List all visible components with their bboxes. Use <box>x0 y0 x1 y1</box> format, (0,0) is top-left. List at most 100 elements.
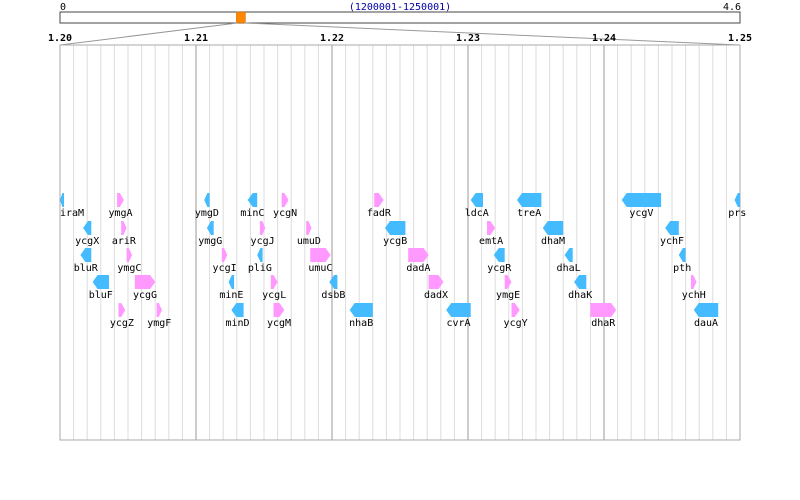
gene-ycgI[interactable]: ycgI <box>213 248 237 274</box>
gene-ycgB[interactable]: ycgB <box>383 221 407 247</box>
gene-arrow[interactable] <box>487 221 496 235</box>
gene-arrow[interactable] <box>493 248 505 262</box>
gene-label[interactable]: ycgM <box>267 318 291 329</box>
gene-arrow[interactable] <box>511 303 520 317</box>
gene-label[interactable]: ldcA <box>465 208 489 219</box>
gene-label[interactable]: dauA <box>694 318 718 329</box>
gene-label[interactable]: ycgB <box>383 236 407 247</box>
gene-arrow[interactable] <box>590 303 617 317</box>
gene-emtA[interactable]: emtA <box>479 221 503 247</box>
gene-dhaK[interactable]: dhaK <box>568 275 592 301</box>
overview-bar[interactable] <box>59 11 741 24</box>
gene-arrow[interactable] <box>92 275 109 289</box>
gene-minC[interactable]: minC <box>240 193 264 219</box>
gene-ycgR[interactable]: ycgR <box>487 248 512 274</box>
gene-arrow[interactable] <box>270 275 278 289</box>
gene-label[interactable]: ymgE <box>496 290 520 301</box>
gene-pth[interactable]: pth <box>673 248 691 274</box>
gene-label[interactable]: minC <box>240 208 264 219</box>
gene-bluF[interactable]: bluF <box>89 275 113 301</box>
gene-dhaR[interactable]: dhaR <box>590 303 616 329</box>
gene-label[interactable]: minE <box>219 290 243 301</box>
gene-label[interactable]: prs <box>728 208 746 219</box>
gene-arrow[interactable] <box>349 303 373 317</box>
gene-label[interactable]: dsbB <box>321 290 345 301</box>
gene-arrow[interactable] <box>470 193 483 207</box>
gene-label[interactable]: ycgG <box>133 290 157 301</box>
gene-iraM[interactable]: iraM <box>60 193 84 219</box>
gene-label[interactable]: ariR <box>112 236 137 247</box>
gene-ychF[interactable]: ychF <box>660 221 684 247</box>
gene-ycgM[interactable]: ycgM <box>267 303 291 329</box>
gene-arrow[interactable] <box>204 193 210 207</box>
gene-ycgZ[interactable]: ycgZ <box>110 303 134 329</box>
gene-arrow[interactable] <box>117 193 124 207</box>
gene-arrow[interactable] <box>408 248 429 262</box>
gene-arrow[interactable] <box>691 275 697 289</box>
gene-fadR[interactable]: fadR <box>367 193 392 219</box>
gene-label[interactable]: ymgF <box>147 318 171 329</box>
gene-label[interactable]: ymgD <box>195 208 219 219</box>
gene-label[interactable]: dhaL <box>557 263 581 274</box>
gene-label[interactable]: ycgV <box>629 208 653 219</box>
gene-dauA[interactable]: dauA <box>693 303 719 329</box>
gene-label[interactable]: umuC <box>308 263 332 274</box>
gene-label[interactable]: ycgR <box>487 263 512 274</box>
gene-label[interactable]: bluR <box>74 263 99 274</box>
gene-arrow[interactable] <box>734 193 740 207</box>
gene-label[interactable]: ycgN <box>273 208 297 219</box>
gene-bluR[interactable]: bluR <box>74 248 99 274</box>
gene-arrow[interactable] <box>665 221 679 235</box>
gene-treA[interactable]: treA <box>517 193 542 219</box>
gene-label[interactable]: ycgJ <box>251 236 275 247</box>
gene-label[interactable]: nhaB <box>349 318 373 329</box>
gene-label[interactable]: dhaM <box>541 236 565 247</box>
gene-arrow[interactable] <box>385 221 406 235</box>
gene-minD[interactable]: minD <box>225 303 250 329</box>
gene-cvrA[interactable]: cvrA <box>446 303 471 329</box>
gene-arrow[interactable] <box>273 303 285 317</box>
gene-arrow[interactable] <box>306 221 312 235</box>
gene-ymgD[interactable]: ymgD <box>195 193 219 219</box>
gene-arrow[interactable] <box>231 303 244 317</box>
gene-arrow[interactable] <box>446 303 471 317</box>
gene-label[interactable]: ycgI <box>213 263 237 274</box>
gene-label[interactable]: ychH <box>682 290 706 301</box>
gene-arrow[interactable] <box>156 303 162 317</box>
gene-arrow[interactable] <box>310 248 331 262</box>
gene-label[interactable]: minD <box>225 318 249 329</box>
gene-ymgE[interactable]: ymgE <box>496 275 520 301</box>
gene-arrow[interactable] <box>228 275 235 289</box>
gene-nhaB[interactable]: nhaB <box>349 303 373 329</box>
gene-umuC[interactable]: umuC <box>308 248 332 274</box>
gene-arrow[interactable] <box>80 248 92 262</box>
gene-label[interactable]: pth <box>673 263 691 274</box>
gene-ycgL[interactable]: ycgL <box>262 275 286 301</box>
gene-arrow[interactable] <box>504 275 512 289</box>
gene-arrow[interactable] <box>517 193 542 207</box>
gene-arrow[interactable] <box>247 193 258 207</box>
gene-ycgG[interactable]: ycgG <box>133 275 157 301</box>
gene-arrow[interactable] <box>374 193 384 207</box>
gene-ycgY[interactable]: ycgY <box>504 303 528 329</box>
gene-arrow[interactable] <box>121 221 127 235</box>
gene-dsbB[interactable]: dsbB <box>321 275 345 301</box>
gene-label[interactable]: emtA <box>479 236 503 247</box>
gene-dadA[interactable]: dadA <box>406 248 430 274</box>
gene-arrow[interactable] <box>257 248 263 262</box>
gene-arrow[interactable] <box>428 275 444 289</box>
gene-arrow[interactable] <box>329 275 338 289</box>
gene-ymgF[interactable]: ymgF <box>147 303 171 329</box>
gene-arrow[interactable] <box>621 193 662 207</box>
gene-ymgC[interactable]: ymgC <box>117 248 141 274</box>
gene-minE[interactable]: minE <box>219 275 243 301</box>
gene-arrow[interactable] <box>574 275 587 289</box>
gene-label[interactable]: dhaK <box>568 290 592 301</box>
gene-label[interactable]: umuD <box>297 236 321 247</box>
gene-ymgG[interactable]: ymgG <box>198 221 222 247</box>
gene-label[interactable]: ymgC <box>117 263 141 274</box>
gene-label[interactable]: ymgA <box>108 208 132 219</box>
gene-label[interactable]: iraM <box>60 208 84 219</box>
gene-label[interactable]: dhaR <box>591 318 616 329</box>
gene-arrow[interactable] <box>83 221 92 235</box>
